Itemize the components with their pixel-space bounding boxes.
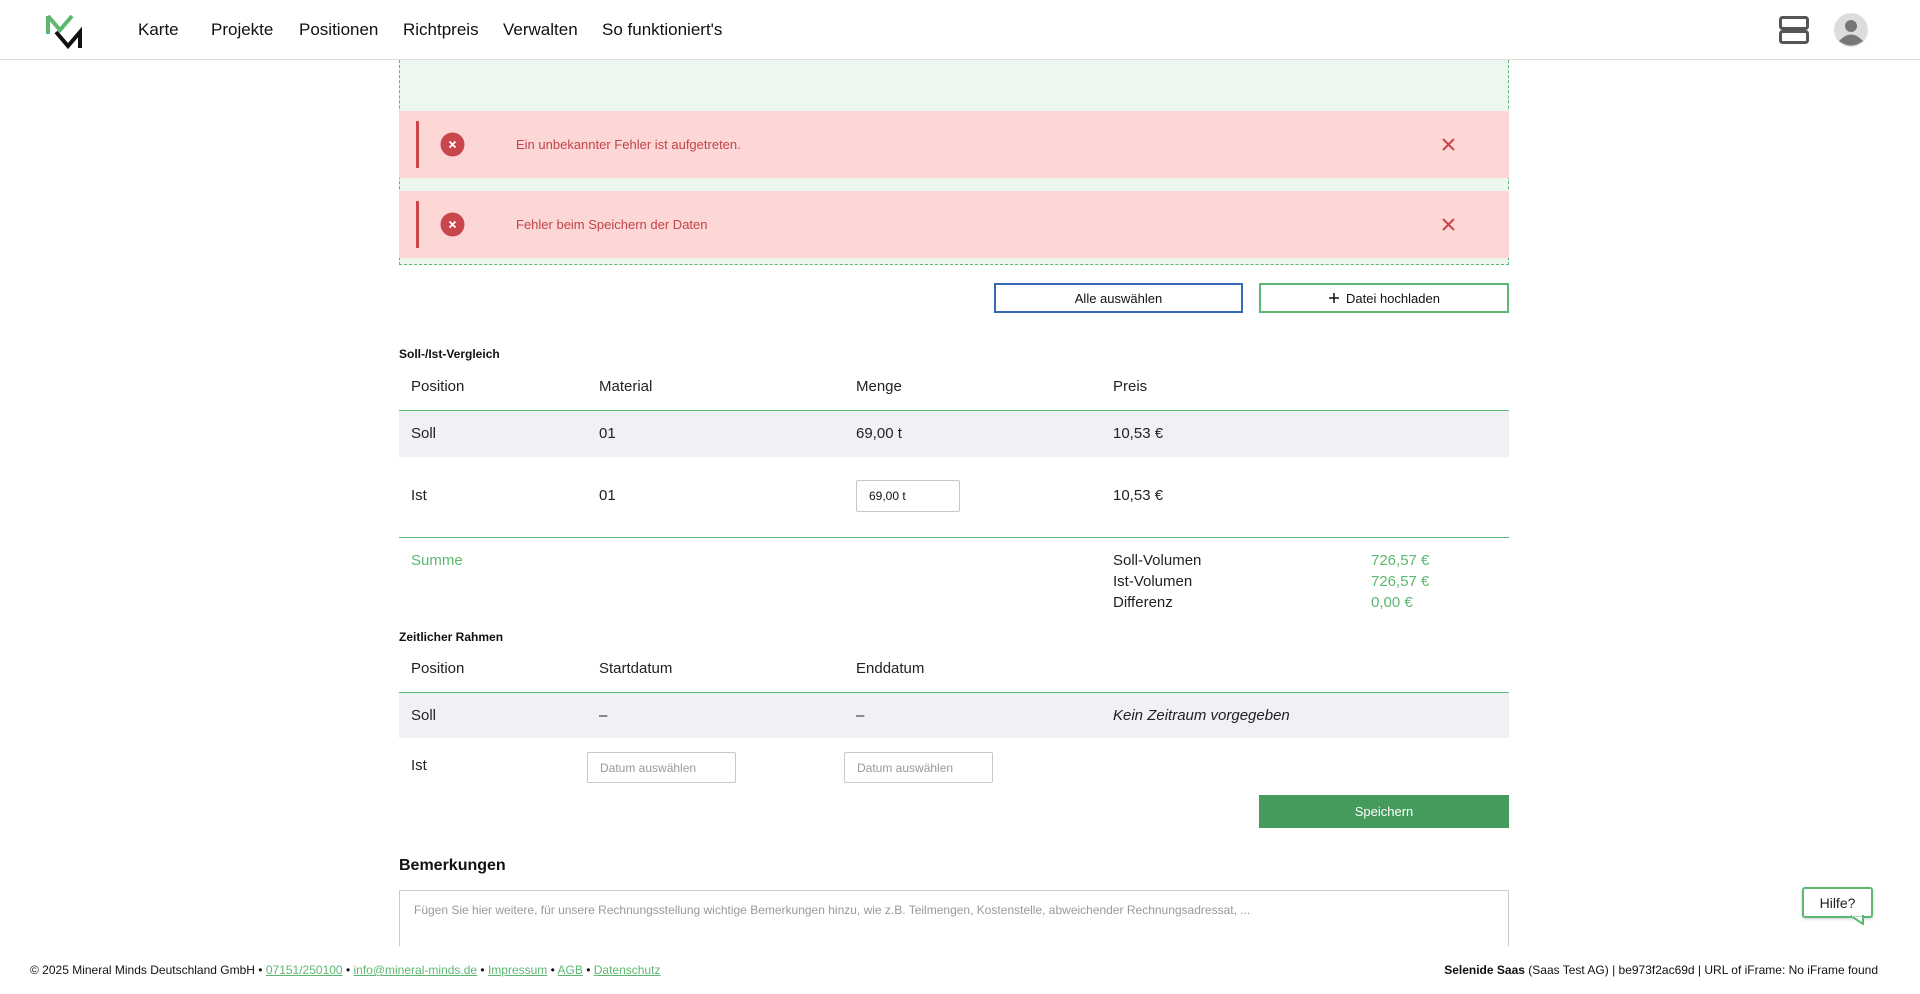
help-tail xyxy=(1851,915,1864,925)
column-header: Preis xyxy=(1113,378,1148,395)
table-cell: Soll xyxy=(411,425,437,442)
button-label: Alle auswählen xyxy=(1074,290,1163,306)
divider xyxy=(399,410,1509,411)
nav-link[interactable]: Karte xyxy=(138,20,179,39)
error-icon xyxy=(440,212,465,237)
summary-value: 726,57 € xyxy=(1371,573,1430,590)
footer-link[interactable]: AGB xyxy=(557,963,583,977)
close-button[interactable] xyxy=(1442,218,1455,231)
error-alert: Ein unbekannter Fehler ist aufgetreten. xyxy=(399,111,1509,178)
alert-text: Ein unbekannter Fehler ist aufgetreten. xyxy=(516,137,741,152)
section-title: Soll-/Ist-Vergleich xyxy=(399,347,500,361)
section-title: Zeitlicher Rahmen xyxy=(399,630,504,644)
table-cell: 01 xyxy=(599,425,616,442)
table-row xyxy=(399,692,1509,738)
table-cell: 01 xyxy=(599,487,616,504)
upload-button[interactable]: Datei hochladen xyxy=(1259,283,1509,313)
summary-key: Ist-Volumen xyxy=(1113,573,1193,590)
separator: • xyxy=(550,963,555,977)
table-cell: Ist xyxy=(411,757,427,774)
footer-info: (Saas Test AG) | be973f2ac69d | URL of i… xyxy=(1528,963,1878,977)
footer-link[interactable]: Impressum xyxy=(487,963,548,977)
select-all-button[interactable]: Alle auswählen xyxy=(994,283,1243,313)
button-label: Datei hochladen xyxy=(1346,290,1440,306)
input-value: 69,00 t xyxy=(869,489,906,503)
footer-link[interactable]: info@mineral-minds.de xyxy=(353,963,478,977)
table-cell: – xyxy=(856,707,865,724)
quantity-input[interactable]: 69,00 t xyxy=(856,480,960,512)
table-cell: 10,53 € xyxy=(1113,425,1164,442)
plus-icon xyxy=(1329,293,1340,303)
divider xyxy=(399,692,1509,693)
table-cell: 10,53 € xyxy=(1113,487,1164,504)
summary-key: Soll-Volumen xyxy=(1113,552,1202,569)
column-header: Position xyxy=(411,378,465,395)
nav-link[interactable]: Richtpreis xyxy=(403,20,479,39)
footer-brand: Selenide Saas xyxy=(1444,963,1525,977)
save-button[interactable]: Speichern xyxy=(1259,795,1509,828)
remarks-textarea[interactable]: Fügen Sie hier weitere, für unsere Rechn… xyxy=(399,890,1509,946)
separator: • xyxy=(258,963,263,977)
column-header: Position xyxy=(411,660,465,677)
date-input[interactable]: Datum auswählen xyxy=(844,752,993,783)
divider xyxy=(399,537,1509,538)
copyright: © 2025 Mineral Minds Deutschland GmbH xyxy=(30,963,255,977)
nav-link[interactable]: Projekte xyxy=(211,20,274,39)
footer-left: © 2025 Mineral Minds Deutschland GmbH • … xyxy=(30,963,660,977)
footer-link[interactable]: Datenschutz xyxy=(593,963,661,977)
summary-key: Differenz xyxy=(1113,594,1173,611)
server-icon[interactable] xyxy=(1779,16,1809,44)
alert-text: Fehler beim Speichern der Daten xyxy=(516,217,708,232)
table-cell: 69,00 t xyxy=(856,425,902,442)
top-bar: Karte Projekte Positionen Richtpreis Verwalt… xyxy=(0,0,1920,60)
summary-label: Summe xyxy=(411,552,463,569)
avatar[interactable] xyxy=(1833,12,1869,48)
alert-bar xyxy=(416,121,419,168)
date-input[interactable]: Datum auswählen xyxy=(587,752,736,783)
table-cell: Kein Zeitraum vorgegeben xyxy=(1113,707,1290,724)
separator: • xyxy=(345,963,351,977)
column-header: Startdatum xyxy=(599,660,673,677)
help-label: Hilfe? xyxy=(1819,894,1856,911)
remarks-title: Bemerkungen xyxy=(399,857,506,874)
summary-value: 726,57 € xyxy=(1371,552,1430,569)
error-icon xyxy=(440,132,465,157)
close-button[interactable] xyxy=(1442,138,1455,151)
table-cell: – xyxy=(599,707,608,724)
help-bubble[interactable]: Hilfe? xyxy=(1802,887,1873,918)
placeholder: Datum auswählen xyxy=(857,760,954,775)
separator: • xyxy=(480,963,485,977)
nav-link[interactable]: Positionen xyxy=(299,20,379,39)
logo[interactable] xyxy=(46,12,84,50)
footer-link[interactable]: 07151/250100 xyxy=(265,963,343,977)
button-label: Speichern xyxy=(1354,804,1414,819)
alert-bar xyxy=(416,201,419,248)
table-cell: Soll xyxy=(411,707,437,724)
error-alert: Fehler beim Speichern der Daten xyxy=(399,191,1509,258)
placeholder: Fügen Sie hier weitere, für unsere Rechn… xyxy=(414,903,1251,917)
column-header: Enddatum xyxy=(856,660,925,677)
table-cell: Ist xyxy=(411,487,427,504)
column-header: Material xyxy=(599,378,653,395)
separator: • xyxy=(586,963,591,977)
summary-value: 0,00 € xyxy=(1371,594,1413,611)
column-header: Menge xyxy=(856,378,902,395)
placeholder: Datum auswählen xyxy=(600,760,697,775)
table-row xyxy=(399,410,1509,457)
footer-right: Selenide Saas (Saas Test AG) | be973f2ac… xyxy=(1444,963,1878,977)
nav-link[interactable]: So funktioniert's xyxy=(602,20,723,39)
nav-link[interactable]: Verwalten xyxy=(503,20,578,39)
